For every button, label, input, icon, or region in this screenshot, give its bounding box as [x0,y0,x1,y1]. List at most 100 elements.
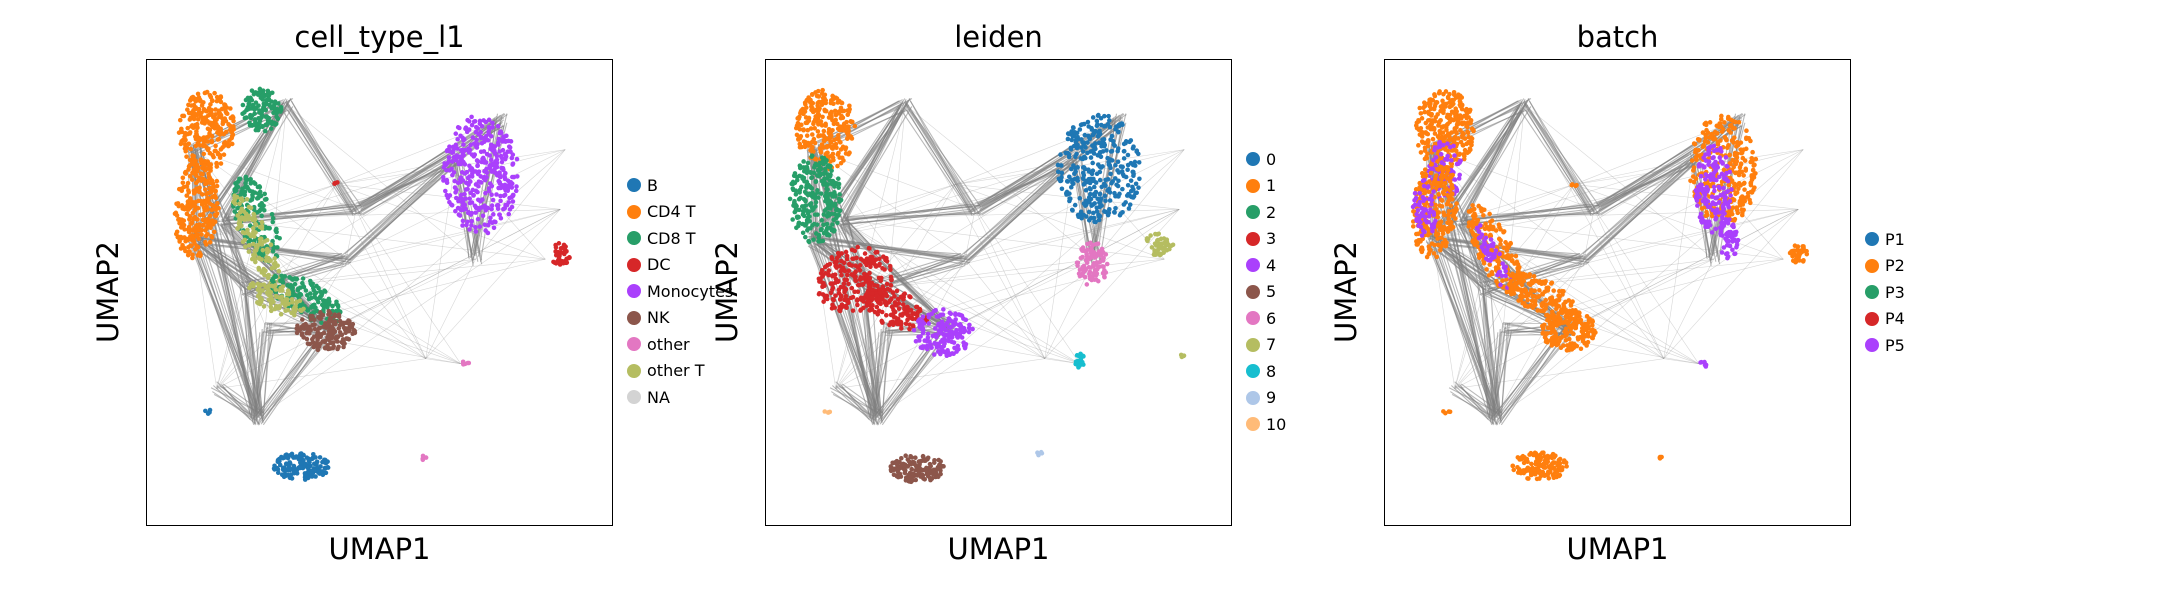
legend-marker [1246,417,1260,432]
paga-edge [192,240,255,426]
cell-point [274,294,280,300]
cell-point [278,285,283,291]
cell-point [269,90,275,96]
cell-point [187,131,193,136]
cell-point [253,230,258,235]
cell-point [945,320,950,325]
cell-point [794,132,800,138]
cell-point [1068,184,1074,190]
panel-title: cell_type_l1 [294,20,465,54]
cell-point [188,243,194,248]
legend-marker [1246,231,1260,246]
cell-point [1126,191,1131,197]
paga-edge [881,335,945,426]
cell-point [1161,250,1166,255]
cell-point [1125,152,1131,158]
cell-point [821,299,826,304]
cell-point [316,315,321,320]
cell-point [934,314,940,319]
cell-point [1457,98,1463,104]
paga-edge [1524,108,1592,215]
cell-point [1084,282,1090,287]
cell-point [253,222,259,228]
cell-point [503,138,509,144]
cell-point [1086,167,1091,172]
cell-point [500,139,505,144]
cell-point [830,296,836,302]
cell-point [830,285,836,291]
paga-edge [286,102,358,213]
paga-edge [425,159,456,359]
cell-point [1115,129,1121,135]
paga-edge [813,159,1075,240]
cell-point [823,159,828,165]
cell-point [311,344,316,350]
cell-point [1115,146,1121,151]
cell-point [920,330,926,336]
paga-edge [345,209,357,260]
paga-edge [222,386,261,425]
cell-point [890,460,895,466]
cell-point [1116,170,1122,175]
cell-point [453,190,458,195]
cell-point [304,455,310,460]
cell-point [278,109,283,114]
cell-point [245,106,251,112]
paga-edge [216,104,287,389]
paga-edge [1574,159,1694,185]
cell-point [794,177,800,183]
cell-point [907,294,912,299]
cell-point [826,268,832,273]
cell-point [802,109,808,114]
paga-edge [905,108,973,215]
cell-point [1148,233,1153,238]
cell-point [869,307,875,312]
cell-point [246,243,252,248]
cell-point [192,228,198,234]
cell-point [198,223,203,228]
paga-edge [262,322,272,414]
cell-point [821,222,826,228]
cell-point [1097,253,1103,258]
cell-point [829,211,834,217]
cell-point [837,108,842,114]
cell-point [565,255,571,261]
cell-point [876,300,881,306]
paga-edge [813,238,1080,364]
cell-point [798,110,803,116]
cell-point [920,345,925,351]
cell-point [472,203,478,209]
cell-point [1070,130,1076,135]
cell-point [469,122,475,128]
cell-point [1088,155,1094,160]
cell-point [1113,205,1118,211]
legend-label: CD8 T [647,228,696,248]
cell-point [478,180,484,185]
cell-point [332,329,338,334]
cell-point [452,185,458,190]
paga-edge [216,328,267,389]
cell-point [497,174,503,179]
cell-point [469,114,474,120]
paga-edge [841,218,950,323]
legend-label: 1 [1266,176,1277,196]
cell-point [242,237,248,243]
cell-point [188,234,193,239]
cell-point [189,203,194,209]
cell-point [257,192,263,198]
cell-point [917,461,922,467]
cell-point [1106,186,1112,192]
cell-point [834,215,839,221]
paga-edge [246,209,561,290]
cell-point [215,125,220,131]
paga-edge [1074,159,1165,260]
cell-point [257,184,263,190]
paga-edge [253,322,266,421]
cell-point [266,96,272,102]
cell-point [816,195,821,200]
cell-point [883,313,889,318]
cell-point [255,242,261,248]
cell-point [1113,176,1118,181]
cell-point [796,137,801,142]
cell-point [473,224,478,230]
